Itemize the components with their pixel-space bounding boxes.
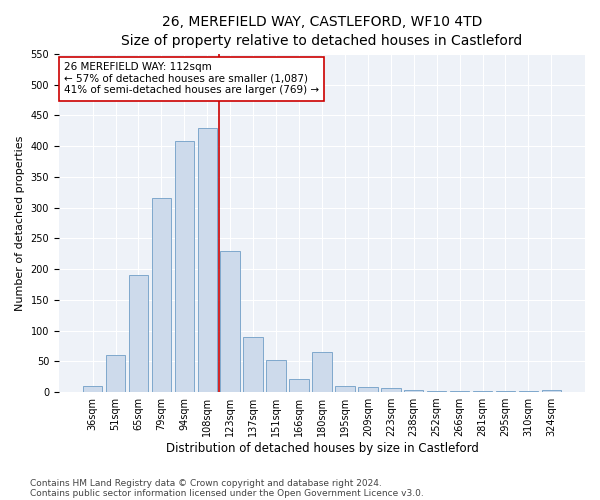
- Bar: [106, 355, 125, 392]
- Bar: [266, 360, 286, 392]
- Bar: [335, 386, 355, 392]
- Bar: [83, 386, 103, 392]
- Bar: [128, 275, 148, 392]
- Bar: [220, 250, 240, 392]
- Bar: [358, 387, 377, 392]
- Bar: [197, 128, 217, 392]
- Bar: [152, 198, 171, 392]
- Bar: [175, 141, 194, 392]
- Text: 26 MEREFIELD WAY: 112sqm
← 57% of detached houses are smaller (1,087)
41% of sem: 26 MEREFIELD WAY: 112sqm ← 57% of detach…: [64, 62, 319, 96]
- Bar: [312, 352, 332, 392]
- Bar: [427, 391, 446, 392]
- Bar: [381, 388, 401, 392]
- Y-axis label: Number of detached properties: Number of detached properties: [15, 136, 25, 310]
- Title: 26, MEREFIELD WAY, CASTLEFORD, WF10 4TD
Size of property relative to detached ho: 26, MEREFIELD WAY, CASTLEFORD, WF10 4TD …: [121, 15, 523, 48]
- Bar: [404, 390, 424, 392]
- Bar: [542, 390, 561, 392]
- Bar: [244, 336, 263, 392]
- Bar: [289, 378, 309, 392]
- X-axis label: Distribution of detached houses by size in Castleford: Distribution of detached houses by size …: [166, 442, 478, 455]
- Text: Contains HM Land Registry data © Crown copyright and database right 2024.: Contains HM Land Registry data © Crown c…: [30, 478, 382, 488]
- Text: Contains public sector information licensed under the Open Government Licence v3: Contains public sector information licen…: [30, 488, 424, 498]
